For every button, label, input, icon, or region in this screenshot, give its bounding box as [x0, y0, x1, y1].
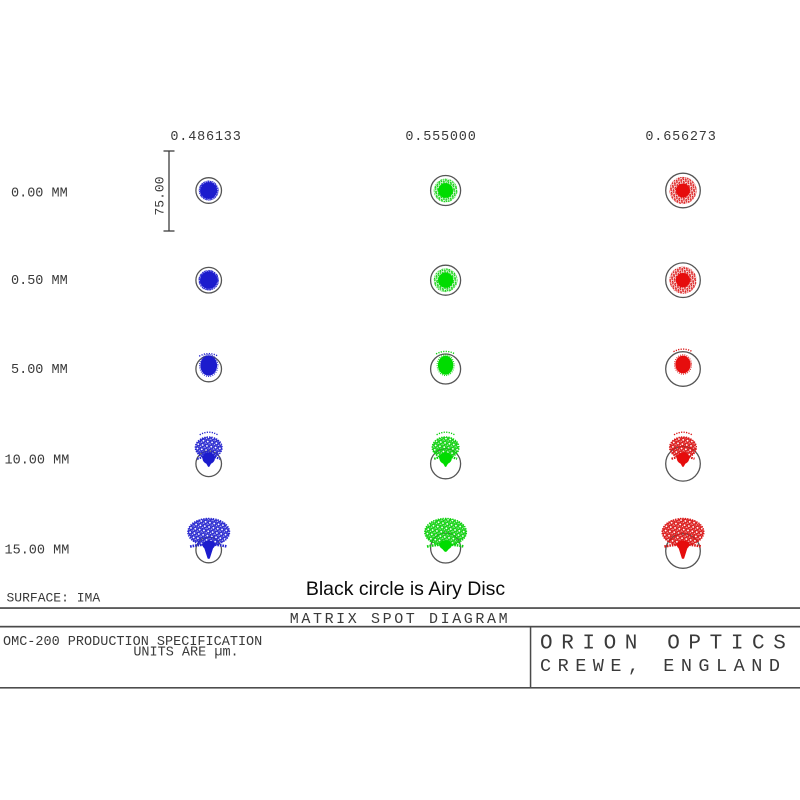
- svg-text:0.555000: 0.555000: [405, 130, 476, 145]
- svg-text:SURFACE: IMA: SURFACE: IMA: [7, 591, 101, 606]
- svg-text:0.656273: 0.656273: [645, 130, 716, 145]
- svg-text:CREWE, ENGLAND: CREWE, ENGLAND: [540, 656, 786, 677]
- svg-text:10.00 MM: 10.00 MM: [5, 454, 70, 469]
- svg-text:ORION OPTICS: ORION OPTICS: [540, 633, 794, 656]
- svg-text:Black circle is Airy Disc: Black circle is Airy Disc: [306, 578, 506, 600]
- svg-text:UNITS ARE µm.: UNITS ARE µm.: [133, 646, 238, 661]
- svg-text:75.00: 75.00: [153, 176, 168, 215]
- svg-text:0.486133: 0.486133: [170, 130, 241, 145]
- svg-text:MATRIX SPOT DIAGRAM: MATRIX SPOT DIAGRAM: [290, 611, 510, 628]
- svg-text:0.50 MM: 0.50 MM: [11, 274, 68, 289]
- svg-text:OMC-200 PRODUCTION SPECIFICATI: OMC-200 PRODUCTION SPECIFICATION: [3, 635, 262, 650]
- svg-text:15.00 MM: 15.00 MM: [5, 544, 70, 559]
- svg-text:0.00 MM: 0.00 MM: [11, 187, 68, 202]
- svg-text:5.00 MM: 5.00 MM: [11, 363, 68, 378]
